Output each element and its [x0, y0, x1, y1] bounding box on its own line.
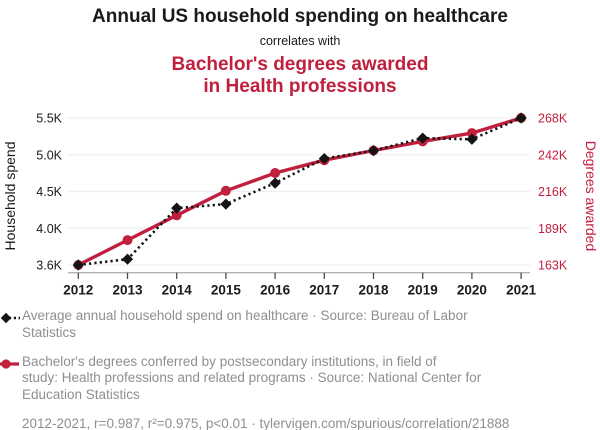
x-axis-tick-label: 2014	[162, 283, 193, 298]
legend-marker-col	[0, 308, 22, 329]
left-axis-title: Household spend	[2, 142, 18, 251]
household-spend-point	[367, 145, 380, 157]
black-diamond-dotted-marker-icon	[0, 312, 20, 324]
legend-item-degrees-awarded: Bachelor's degrees conferred by postseco…	[0, 354, 586, 404]
left-axis-tick-label: 5.5K	[36, 112, 62, 126]
household-spend-point	[466, 133, 478, 145]
household-spend-point	[72, 259, 84, 271]
legend-marker-col	[0, 354, 22, 375]
household-spend-point	[171, 202, 183, 214]
household-spend-point	[417, 132, 429, 144]
right-axis-tick-label: 242K	[538, 148, 568, 162]
x-axis-tick-label: 2015	[211, 283, 242, 298]
x-axis-tick-label: 2020	[457, 283, 487, 298]
left-axis-tick-label: 4.5K	[36, 185, 62, 199]
right-axis-tick-label: 268K	[538, 112, 568, 126]
degrees-awarded-point	[270, 168, 281, 178]
legend-block: Average annual household spend on health…	[0, 308, 586, 430]
dual-axis-line-chart: 3.6K 163K 4.0K 189K 4.5K 216K 5.0K 242K 5.5K 268K…	[2, 112, 599, 298]
household-spend-point	[269, 177, 281, 189]
x-axis-tick-label: 2021	[506, 283, 537, 298]
x-axis-tick-label: 2016	[260, 283, 291, 298]
right-axis-title: Degrees awarded	[583, 141, 599, 252]
title-block: Annual US household spending on healthca…	[0, 0, 600, 98]
degrees-awarded-line	[77, 116, 522, 267]
household-spend-point	[121, 253, 134, 265]
x-axis-tick-label: 2017	[309, 283, 339, 298]
degrees-awarded-point	[122, 235, 133, 246]
x-axis-tick-label: 2019	[408, 283, 438, 298]
degrees-awarded-point	[466, 128, 477, 139]
right-axis-tick-label: 163K	[538, 259, 568, 273]
left-axis-tick-label: 5.0K	[36, 148, 62, 162]
x-axis-tick-label: 2018	[358, 283, 389, 298]
right-axis-tick-label: 216K	[538, 185, 568, 199]
right-axis-tick-label: 189K	[538, 222, 568, 236]
left-axis-tick-label: 4.0K	[36, 222, 62, 236]
red-circle-line-marker-icon	[0, 358, 19, 369]
x-axis-tick-label: 2013	[112, 283, 143, 298]
left-axis-tick-label: 3.6K	[36, 259, 62, 273]
legend-item-household-spend: Average annual household spend on health…	[0, 308, 586, 342]
stats-footer: 2012-2021, r=0.987, r²=0.975, p<0.01 · t…	[22, 415, 510, 430]
x-axis-tick-label: 2012	[63, 283, 93, 298]
correlates-with-text: correlates with	[259, 34, 341, 48]
degrees-awarded-point	[220, 185, 231, 196]
degrees-awarded-point	[171, 210, 182, 221]
household-spend-point	[318, 153, 330, 165]
legend-label: Average annual household spend on health…	[22, 308, 468, 340]
secondary-title: Bachelor's degrees awarded in Health pro…	[171, 54, 429, 97]
legend-label: Bachelor's degrees conferred by postseco…	[22, 353, 482, 403]
page-title: Annual US household spending on healthca…	[92, 6, 508, 27]
household-spend-point	[515, 112, 527, 124]
household-spend-point	[220, 198, 232, 210]
chart-area: 3.6K 163K 4.0K 189K 4.5K 216K 5.0K 242K 5.5K 268K…	[0, 100, 600, 306]
